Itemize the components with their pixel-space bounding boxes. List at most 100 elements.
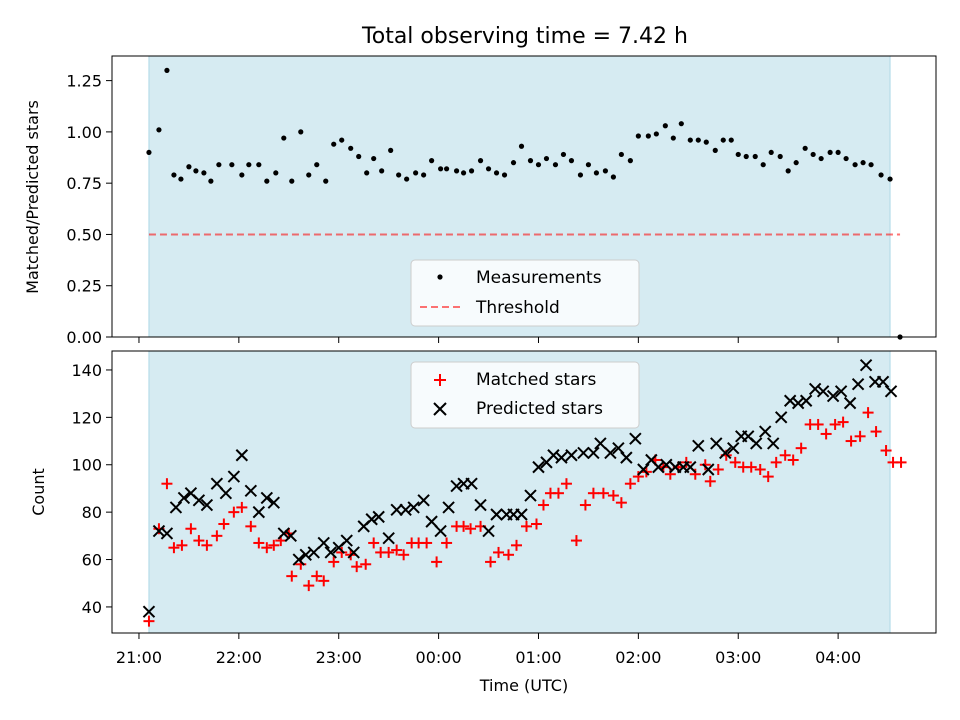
predicted-star-point [629,432,642,445]
predicted-star-point [604,446,617,460]
predicted-star-point [515,508,528,521]
chart-title: Total observing time = 7.42 h [361,24,688,49]
predicted-star-point [750,437,763,450]
measurement-point [171,172,177,178]
y-tick-label: 1.00 [66,123,102,142]
predicted-star-point [843,396,857,410]
matched-star-point [398,549,410,561]
matched-star-point [458,520,470,532]
matched-star-point [391,544,403,556]
measurement-point [568,158,575,164]
measurement-point [703,139,709,145]
measurement-point [264,178,270,184]
predicted-star-point [399,503,412,516]
measurement-point [453,168,460,174]
y-tick-label: 0.75 [66,174,102,193]
x-axis-label: Time (UTC) [479,676,568,695]
matched-star-point [465,523,477,535]
matched-star-point [712,463,724,475]
measurement-point [306,172,312,178]
measurement-point [438,166,444,172]
predicted-star-point [200,498,214,512]
measurement-point [468,168,475,174]
measurement-point [818,155,824,162]
y-tick-label: 100 [71,456,102,475]
x-tick-label: 22:00 [216,648,262,667]
matched-star-point [615,497,627,509]
measurement-point [695,137,701,143]
measurement-point [687,137,693,143]
matched-star-point [286,570,298,582]
matched-star-point [770,456,782,468]
matched-star-point [176,539,188,551]
measurement-point [164,67,170,73]
measurement-point [887,176,893,182]
y-tick-label: 80 [82,503,102,522]
legend-predicted-label: Predicted stars [476,399,603,419]
measurement-point [752,153,758,160]
measurement-point [396,172,402,178]
measurement-point [371,155,377,162]
predicted-star-point [774,411,788,424]
top-y-axis: 0.00 0.25 0.50 0.75 1.00 1.25 [66,72,112,347]
matched-star-point [268,539,280,551]
measurement-point [560,151,567,158]
predicted-star-point [876,375,890,389]
predicted-stars-series [142,359,898,618]
measurement-point [314,162,320,168]
predicted-star-point [347,546,360,559]
predicted-star-point [594,437,607,450]
matched-star-point [360,558,372,570]
predicted-star-point [816,385,830,398]
matched-star-point [253,537,265,549]
measurement-point [793,160,799,166]
predicted-star-point [783,394,797,407]
x-tick-label: 21:00 [116,648,162,667]
matched-star-point [431,556,443,568]
predicted-star-point [307,546,320,559]
x-tick-label: 03:00 [715,648,761,667]
predicted-star-point [244,484,258,498]
predicted-star-point [637,463,650,476]
measurement-point [156,127,162,133]
predicted-star-point [834,385,848,398]
measurement-point [785,168,791,174]
predicted-star-point [407,501,420,514]
predicted-star-point [808,382,822,396]
matched-star-point [503,549,515,561]
bottom-panel: 40 60 80 100 120 140 21:00 22:00 23:00 00:00 01:0… [29,350,937,695]
matched-star-point [493,546,505,558]
predicted-star-point [442,501,455,514]
predicted-star-point [372,510,385,524]
matched-star-point [624,478,636,490]
measurement-point [216,162,222,168]
matched-star-point [862,407,874,419]
predicted-star-point [727,441,740,455]
legend-matched-label: Matched stars [476,370,596,390]
predicted-star-point [340,534,353,547]
matched-star-point [228,506,240,518]
measurement-point [760,162,766,168]
measurement-point [323,178,329,184]
predicted-star-point [434,524,447,538]
matched-star-point [699,459,711,471]
matched-star-point [880,445,892,457]
matched-star-point [870,426,882,438]
measurement-point [493,170,500,176]
measurement-point [827,149,833,156]
predicted-star-point [192,494,206,507]
measurement-point [429,158,435,164]
matched-star-point [895,456,907,468]
matched-star-point [336,546,348,558]
measurement-point [339,137,345,143]
predicted-star-point [532,460,545,474]
top-x-ticks [138,337,839,343]
matched-star-point [704,475,716,487]
predicted-star-point [702,463,715,476]
predicted-star-point [791,396,805,410]
measurements-series [146,67,903,340]
matched-star-point [754,463,766,475]
matched-star-point [854,430,866,442]
predicted-star-point [465,477,478,490]
measurement-point [602,168,609,174]
